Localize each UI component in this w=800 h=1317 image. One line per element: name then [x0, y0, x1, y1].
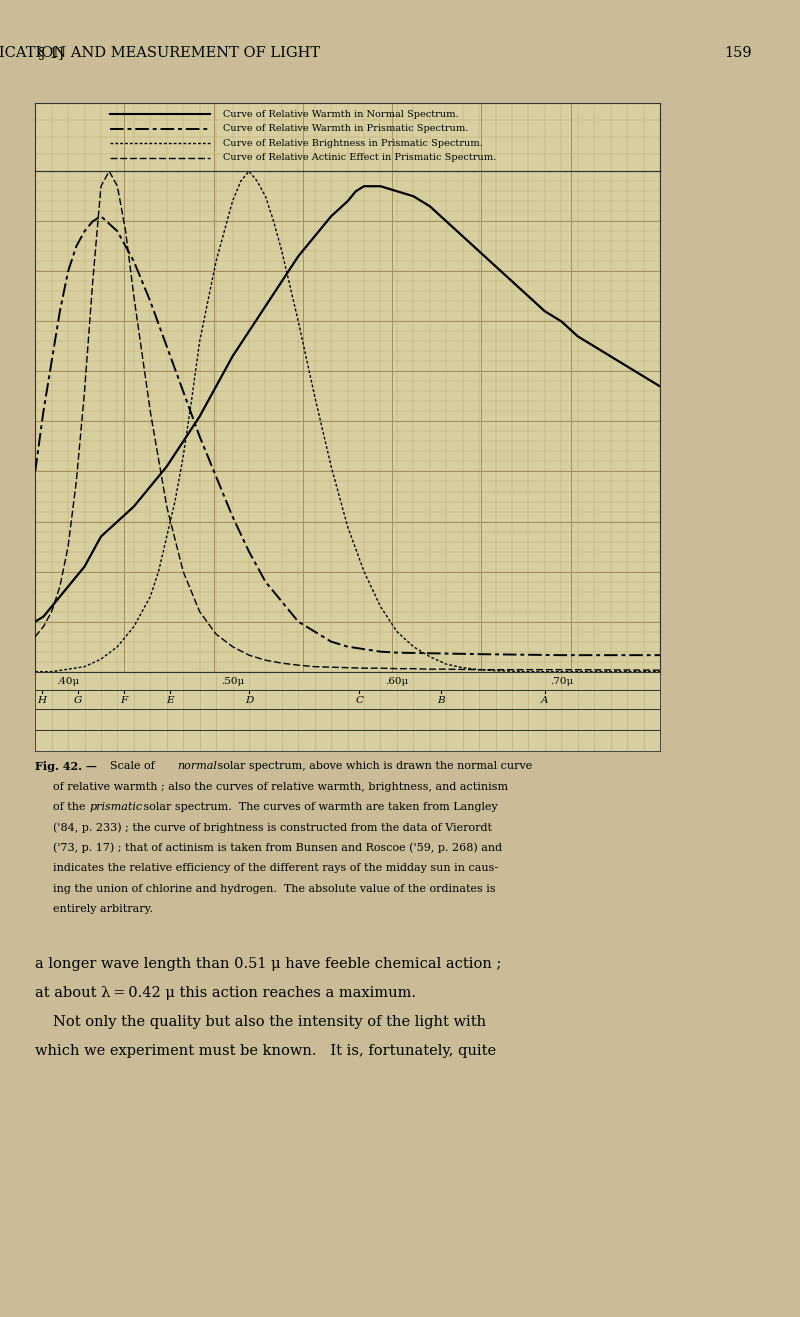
Text: of the: of the [53, 802, 89, 813]
Text: ('73, p. 17) ; that of actinism is taken from Bunsen and Roscoe ('59, p. 268) an: ('73, p. 17) ; that of actinism is taken… [53, 843, 502, 853]
Text: B: B [438, 695, 445, 705]
Text: APPLICATION AND MEASUREMENT OF LIGHT: APPLICATION AND MEASUREMENT OF LIGHT [0, 46, 321, 59]
Text: a longer wave length than 0.51 μ have feeble chemical action ;: a longer wave length than 0.51 μ have fe… [35, 957, 502, 972]
Text: Scale of: Scale of [110, 761, 158, 772]
Text: F: F [120, 695, 128, 705]
Text: Curve of Relative Actinic Effect in Prismatic Spectrum.: Curve of Relative Actinic Effect in Pris… [222, 153, 496, 162]
Text: E: E [166, 695, 174, 705]
Text: C: C [355, 695, 363, 705]
Text: ('84, p. 233) ; the curve of brightness is constructed from the data of Vierordt: ('84, p. 233) ; the curve of brightness … [53, 822, 492, 834]
Text: which we experiment must be known.   It is, fortunately, quite: which we experiment must be known. It is… [35, 1044, 496, 1059]
Text: of relative warmth ; also the curves of relative warmth, brightness, and actinis: of relative warmth ; also the curves of … [53, 781, 508, 792]
Text: Curve of Relative Warmth in Normal Spectrum.: Curve of Relative Warmth in Normal Spect… [222, 109, 458, 119]
Text: .40μ: .40μ [57, 677, 80, 686]
Text: Curve of Relative Warmth in Prismatic Spectrum.: Curve of Relative Warmth in Prismatic Sp… [222, 124, 468, 133]
Text: solar spectrum.  The curves of warmth are taken from Langley: solar spectrum. The curves of warmth are… [140, 802, 498, 813]
Text: Fig. 42. —: Fig. 42. — [35, 761, 97, 772]
Text: ing the union of chlorine and hydrogen.  The absolute value of the ordinates is: ing the union of chlorine and hydrogen. … [53, 884, 495, 894]
Text: Curve of Relative Brightness in Prismatic Spectrum.: Curve of Relative Brightness in Prismati… [222, 138, 482, 148]
Text: entirely arbitrary.: entirely arbitrary. [53, 903, 153, 914]
Text: A: A [541, 695, 549, 705]
Text: D: D [245, 695, 253, 705]
Text: H: H [38, 695, 46, 705]
Text: at about λ = 0.42 μ this action reaches a maximum.: at about λ = 0.42 μ this action reaches … [35, 986, 416, 1001]
Text: .60μ: .60μ [386, 677, 409, 686]
Text: 159: 159 [724, 46, 752, 59]
Text: § 1]: § 1] [38, 46, 63, 59]
Text: G: G [74, 695, 82, 705]
Text: .50μ: .50μ [221, 677, 244, 686]
Text: normal: normal [178, 761, 218, 772]
Text: prismatic: prismatic [90, 802, 142, 813]
Text: .70μ: .70μ [550, 677, 573, 686]
Text: indicates the relative efficiency of the different rays of the midday sun in cau: indicates the relative efficiency of the… [53, 864, 498, 873]
Text: solar spectrum, above which is drawn the normal curve: solar spectrum, above which is drawn the… [214, 761, 533, 772]
Text: Not only the quality but also the intensity of the light with: Not only the quality but also the intens… [53, 1015, 486, 1030]
